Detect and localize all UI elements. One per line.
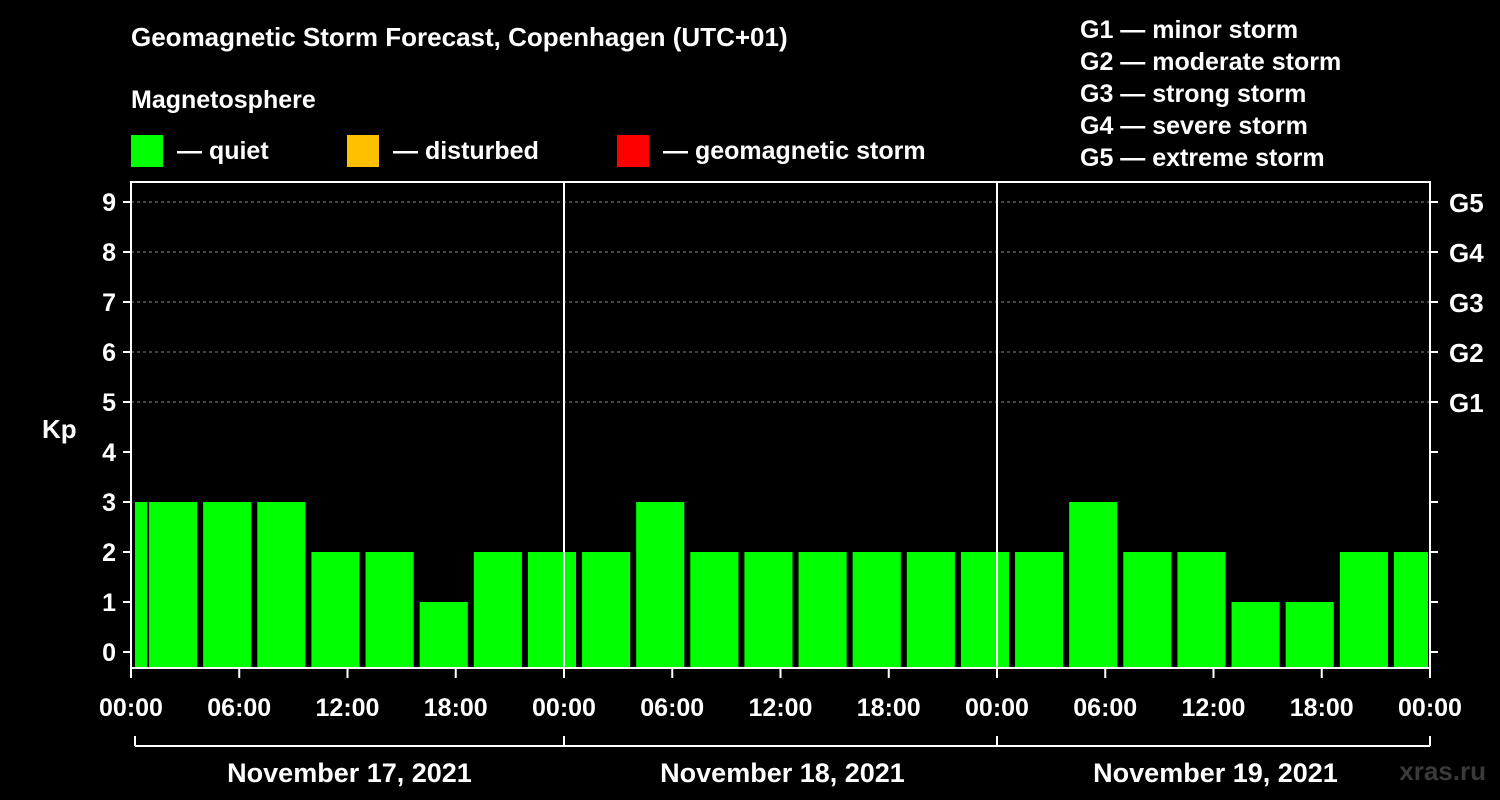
- kp-bar: [1015, 552, 1064, 668]
- kp-bar: [1285, 602, 1334, 668]
- g-scale-label: G5: [1449, 188, 1484, 218]
- legend-disturbed: — disturbed: [347, 134, 539, 168]
- x-tick-label: 06:00: [1073, 694, 1137, 722]
- g-scale-label: G1: [1449, 388, 1484, 418]
- kp-bar: [419, 602, 468, 668]
- y-tick-label: 3: [102, 489, 116, 517]
- kp-bar: [582, 552, 631, 668]
- kp-bar: [311, 552, 360, 668]
- kp-bar: [1069, 502, 1118, 668]
- kp-bar: [636, 502, 685, 668]
- disturbed-swatch: [347, 135, 379, 167]
- g-scale-label: G2: [1449, 338, 1484, 368]
- y-tick-label: 2: [102, 539, 116, 567]
- kp-bar: [1123, 552, 1172, 668]
- g-scale-label: G4: [1449, 238, 1484, 268]
- y-axis-label: Kp: [42, 414, 77, 444]
- storm-scale-item: G1 — minor storm: [1080, 16, 1299, 44]
- kp-bar: [1231, 602, 1280, 668]
- kp-bar: [149, 502, 198, 668]
- x-tick-label: 00:00: [1398, 694, 1462, 722]
- storm-scale-list: G1 — minor storm G2 — moderate storm G3 …: [1080, 14, 1341, 174]
- x-tick-label: 06:00: [640, 694, 704, 722]
- kp-bar: [960, 552, 1010, 668]
- x-tick-label: 00:00: [532, 694, 596, 722]
- y-tick-label: 1: [102, 589, 116, 617]
- x-tick-label: 18:00: [1290, 694, 1354, 722]
- kp-bar: [798, 552, 847, 668]
- legend-quiet: — quiet: [131, 134, 269, 168]
- legend-storm: — geomagnetic storm: [617, 134, 926, 168]
- storm-scale-item: G2 — moderate storm: [1080, 48, 1342, 76]
- storm-scale-item: G3 — strong storm: [1080, 80, 1307, 108]
- kp-bar: [690, 552, 739, 668]
- legend-label-disturbed: — disturbed: [393, 136, 539, 165]
- storm-scale-item: G5 — extreme storm: [1080, 144, 1325, 172]
- kp-bar: [473, 552, 522, 668]
- y-tick-label: 8: [102, 239, 116, 267]
- x-tick-label: 18:00: [424, 694, 488, 722]
- x-tick-label: 06:00: [207, 694, 271, 722]
- y-tick-label: 9: [102, 189, 116, 217]
- kp-bar: [852, 552, 901, 668]
- kp-bar: [365, 552, 414, 668]
- kp-bar: [135, 502, 148, 668]
- x-tick-label: 18:00: [857, 694, 921, 722]
- kp-bar: [1339, 552, 1388, 668]
- kp-bar: [744, 552, 793, 668]
- day-label: November 19, 2021: [1093, 758, 1338, 788]
- x-tick-label: 12:00: [749, 694, 813, 722]
- y-tick-label: 0: [102, 639, 116, 667]
- legend-label-storm: — geomagnetic storm: [663, 136, 926, 165]
- y-tick-label: 7: [102, 289, 116, 317]
- kp-bar: [1177, 552, 1226, 668]
- x-tick-label: 00:00: [99, 694, 163, 722]
- kp-bar: [527, 552, 577, 668]
- y-tick-label: 6: [102, 339, 116, 367]
- kp-bar: [1393, 552, 1428, 668]
- legend-label-quiet: — quiet: [177, 136, 269, 165]
- watermark: xras.ru: [1399, 756, 1486, 786]
- day-label: November 18, 2021: [660, 758, 905, 788]
- quiet-swatch: [131, 135, 163, 167]
- storm-swatch: [617, 135, 649, 167]
- chart-subtitle: Magnetosphere: [131, 86, 316, 114]
- kp-bar: [203, 502, 252, 668]
- y-tick-label: 4: [102, 439, 116, 467]
- g-scale-label: G3: [1449, 288, 1484, 318]
- kp-bar: [257, 502, 306, 668]
- y-tick-label: 5: [102, 389, 116, 417]
- storm-scale-item: G4 — severe storm: [1080, 112, 1308, 140]
- day-label: November 17, 2021: [227, 758, 472, 788]
- chart-title: Geomagnetic Storm Forecast, Copenhagen (…: [131, 22, 788, 52]
- kp-bar: [906, 552, 955, 668]
- x-tick-label: 12:00: [1182, 694, 1246, 722]
- x-tick-label: 00:00: [965, 694, 1029, 722]
- x-tick-label: 12:00: [316, 694, 380, 722]
